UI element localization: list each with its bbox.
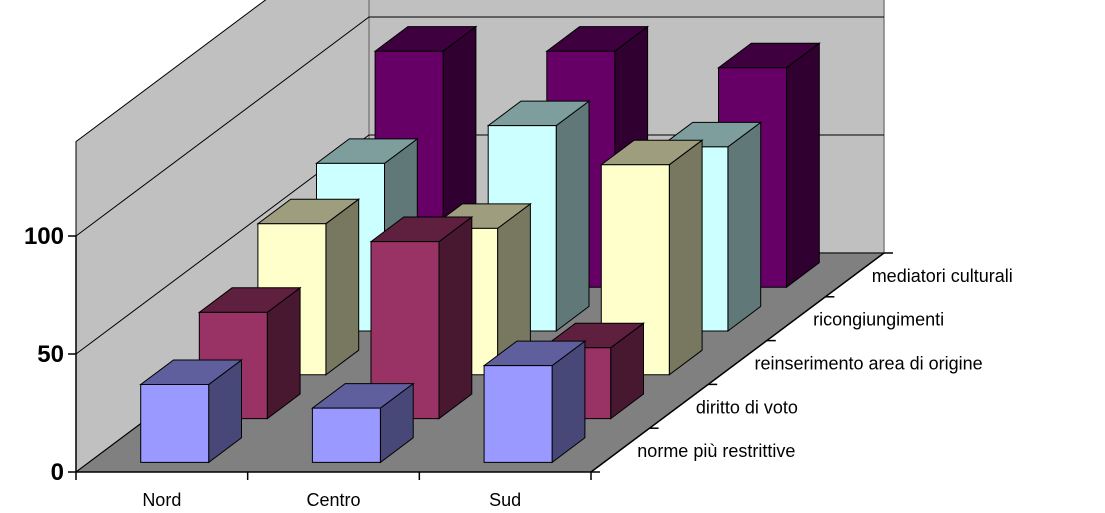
y-tick-label: 0 xyxy=(51,459,64,486)
series-label: mediatori culturali xyxy=(872,266,1013,286)
bar-side xyxy=(555,100,590,333)
y-tick-label: 100 xyxy=(24,223,64,250)
series-label: ricongiungimenti xyxy=(813,310,944,330)
chart-bars xyxy=(139,25,821,464)
bar-side xyxy=(727,121,762,333)
bar-side xyxy=(668,139,703,376)
bar-front xyxy=(311,407,381,463)
bar xyxy=(482,340,587,464)
z-axis-line xyxy=(590,252,885,473)
bar-side xyxy=(325,198,360,376)
chart-axes xyxy=(68,235,893,480)
bar-front xyxy=(140,384,210,463)
bar-side xyxy=(438,215,473,420)
series-label: reinserimento area di origine xyxy=(755,354,983,374)
bar xyxy=(599,139,704,376)
bar-front xyxy=(600,164,670,376)
bar xyxy=(139,359,244,464)
x-tick-label: Nord xyxy=(142,490,181,510)
chart-labels: 0 50 100 Nord Centro Sud norme più restrittive… xyxy=(24,223,1013,510)
bar xyxy=(369,215,474,420)
bar xyxy=(310,382,415,464)
series-label: norme più restrittive xyxy=(637,441,795,461)
bar-side xyxy=(786,42,820,289)
x-tick-label: Sud xyxy=(489,490,521,510)
series-label: diritto di voto xyxy=(696,397,798,417)
bar-front xyxy=(370,241,440,420)
gridline xyxy=(75,16,884,237)
x-tick-label: Centro xyxy=(306,490,360,510)
y-tick-label: 50 xyxy=(37,341,64,368)
bar-front xyxy=(483,365,553,463)
